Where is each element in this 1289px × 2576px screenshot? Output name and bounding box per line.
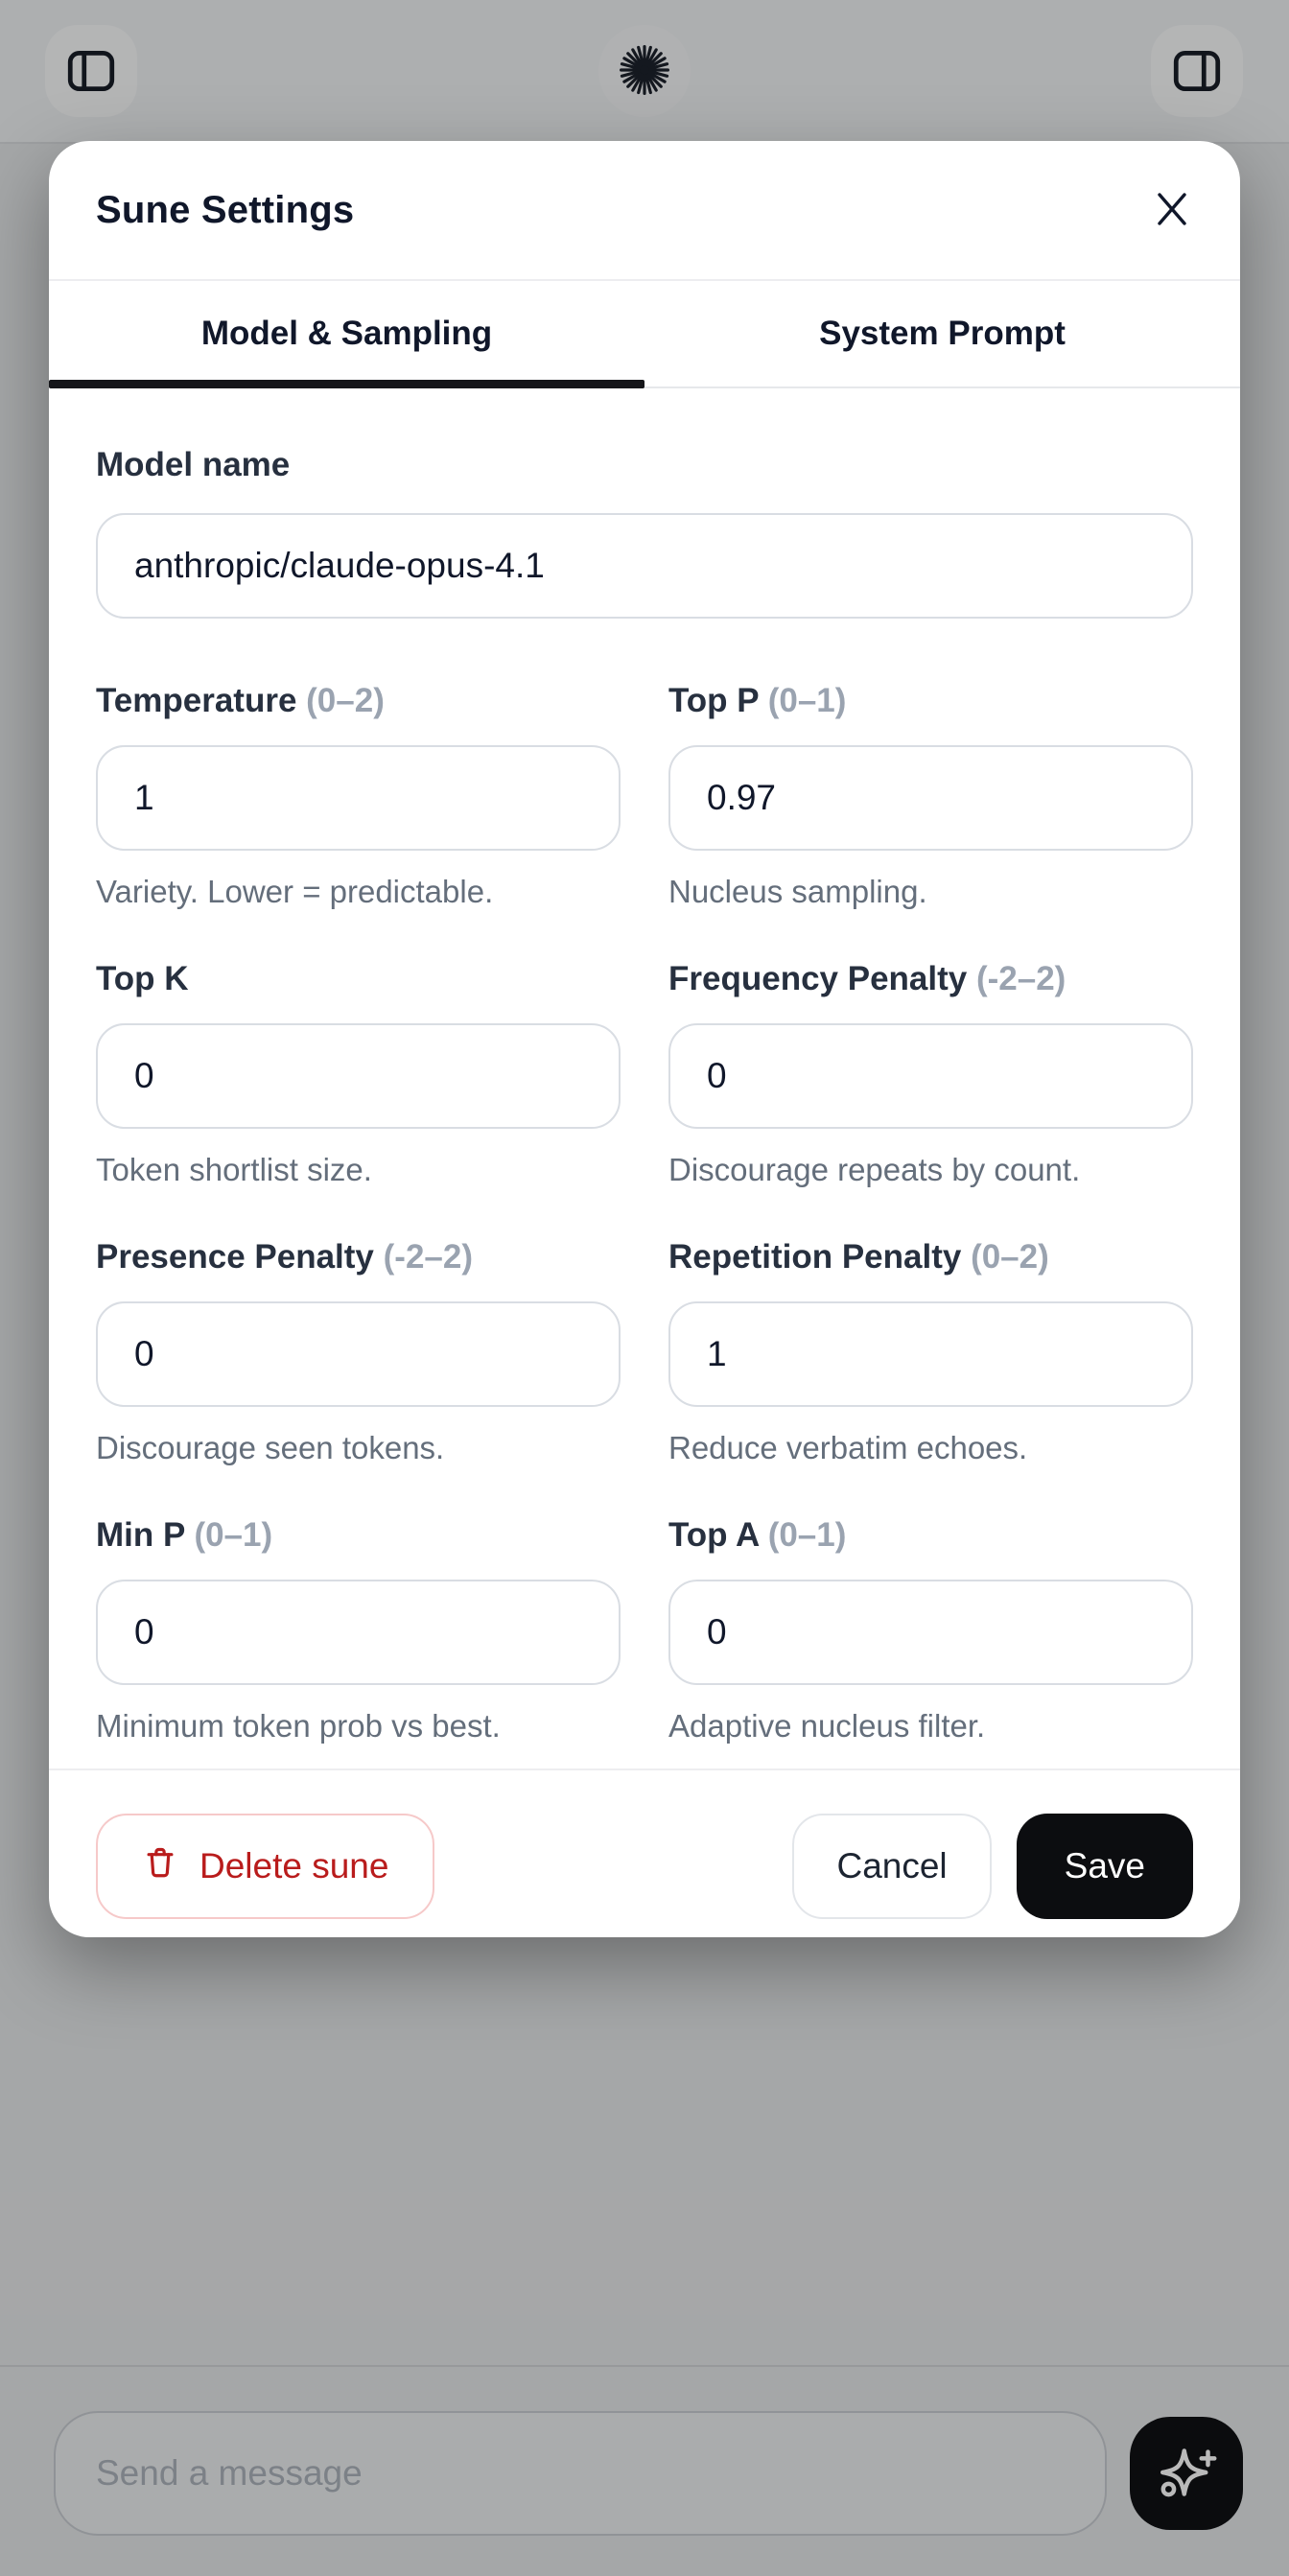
field-repetition-penalty: Repetition Penalty (0–2) Reduce verbatim…: [668, 1238, 1193, 1466]
field-presence-penalty: Presence Penalty (-2–2) Discourage seen …: [96, 1238, 621, 1466]
field-min-p: Min P (0–1) Minimum token prob vs best.: [96, 1516, 621, 1745]
top-p-label: Top P: [668, 682, 759, 719]
model-name-input[interactable]: [96, 513, 1193, 619]
sampling-fields-grid: Temperature (0–2) Variety. Lower = predi…: [96, 682, 1193, 1745]
top-p-range: (0–1): [767, 682, 847, 719]
field-frequency-penalty: Frequency Penalty (-2–2) Discourage repe…: [668, 960, 1193, 1188]
close-icon: [1153, 190, 1191, 231]
field-top-p: Top P (0–1) Nucleus sampling.: [668, 682, 1193, 910]
modal-header: Sune Settings: [49, 141, 1240, 281]
top-a-label: Top A: [668, 1516, 759, 1554]
top-a-helper: Adaptive nucleus filter.: [668, 1708, 986, 1744]
cancel-button[interactable]: Cancel: [792, 1814, 992, 1919]
frequency-penalty-label: Frequency Penalty: [668, 960, 968, 997]
presence-penalty-helper: Discourage seen tokens.: [96, 1430, 445, 1465]
field-top-k: Top K Token shortlist size.: [96, 960, 621, 1188]
top-a-input[interactable]: [668, 1580, 1193, 1685]
frequency-penalty-helper: Discourage repeats by count.: [668, 1152, 1081, 1187]
new-sune-button[interactable]: [598, 25, 691, 117]
close-button[interactable]: [1141, 179, 1203, 241]
repetition-penalty-range: (0–2): [971, 1238, 1049, 1276]
modal-title: Sune Settings: [96, 188, 355, 231]
starburst-icon: [616, 41, 673, 102]
repetition-penalty-label: Repetition Penalty: [668, 1238, 962, 1276]
modal-body: Model name Temperature (0–2) Variety. Lo…: [49, 388, 1240, 1768]
delete-sune-button[interactable]: Delete sune: [96, 1814, 435, 1919]
panel-left-icon: [63, 42, 119, 101]
temperature-label: Temperature: [96, 682, 297, 719]
top-k-input[interactable]: [96, 1023, 621, 1129]
tab-bar: Model & Sampling System Prompt: [49, 281, 1240, 388]
right-panel-toggle-button[interactable]: [1151, 25, 1243, 117]
field-temperature: Temperature (0–2) Variety. Lower = predi…: [96, 682, 621, 910]
temperature-input[interactable]: [96, 745, 621, 851]
message-input[interactable]: [54, 2411, 1107, 2536]
model-name-label: Model name: [96, 446, 291, 483]
trash-icon: [142, 1844, 178, 1889]
temperature-helper: Variety. Lower = predictable.: [96, 874, 494, 909]
repetition-penalty-input[interactable]: [668, 1301, 1193, 1407]
top-a-range: (0–1): [767, 1516, 847, 1554]
temperature-range: (0–2): [306, 682, 385, 719]
frequency-penalty-range: (-2–2): [975, 960, 1066, 997]
sparkle-button[interactable]: [1130, 2417, 1243, 2530]
top-k-helper: Token shortlist size.: [96, 1152, 372, 1187]
top-p-input[interactable]: [668, 745, 1193, 851]
sune-settings-modal: Sune Settings Model & Sampling System Pr…: [49, 141, 1240, 1937]
modal-footer: Delete sune Cancel Save: [49, 1768, 1240, 1937]
min-p-helper: Minimum token prob vs best.: [96, 1708, 501, 1744]
frequency-penalty-input[interactable]: [668, 1023, 1193, 1129]
field-model-name: Model name: [96, 446, 1193, 619]
presence-penalty-range: (-2–2): [383, 1238, 474, 1276]
panel-right-icon: [1169, 42, 1225, 101]
delete-sune-label: Delete sune: [199, 1846, 389, 1885]
presence-penalty-label: Presence Penalty: [96, 1238, 374, 1276]
sparkle-icon: [1152, 2438, 1221, 2510]
min-p-range: (0–1): [194, 1516, 273, 1554]
top-k-label: Top K: [96, 960, 189, 997]
min-p-input[interactable]: [96, 1580, 621, 1685]
repetition-penalty-helper: Reduce verbatim echoes.: [668, 1430, 1028, 1465]
field-top-a: Top A (0–1) Adaptive nucleus filter.: [668, 1516, 1193, 1745]
presence-penalty-input[interactable]: [96, 1301, 621, 1407]
tab-model-sampling[interactable]: Model & Sampling: [49, 281, 644, 388]
top-bar: [0, 0, 1289, 144]
save-button[interactable]: Save: [1016, 1814, 1193, 1919]
tab-system-prompt[interactable]: System Prompt: [644, 281, 1240, 386]
sidebar-toggle-button[interactable]: [45, 25, 137, 117]
composer-bar: [0, 2365, 1289, 2576]
min-p-label: Min P: [96, 1516, 185, 1554]
top-p-helper: Nucleus sampling.: [668, 874, 927, 909]
